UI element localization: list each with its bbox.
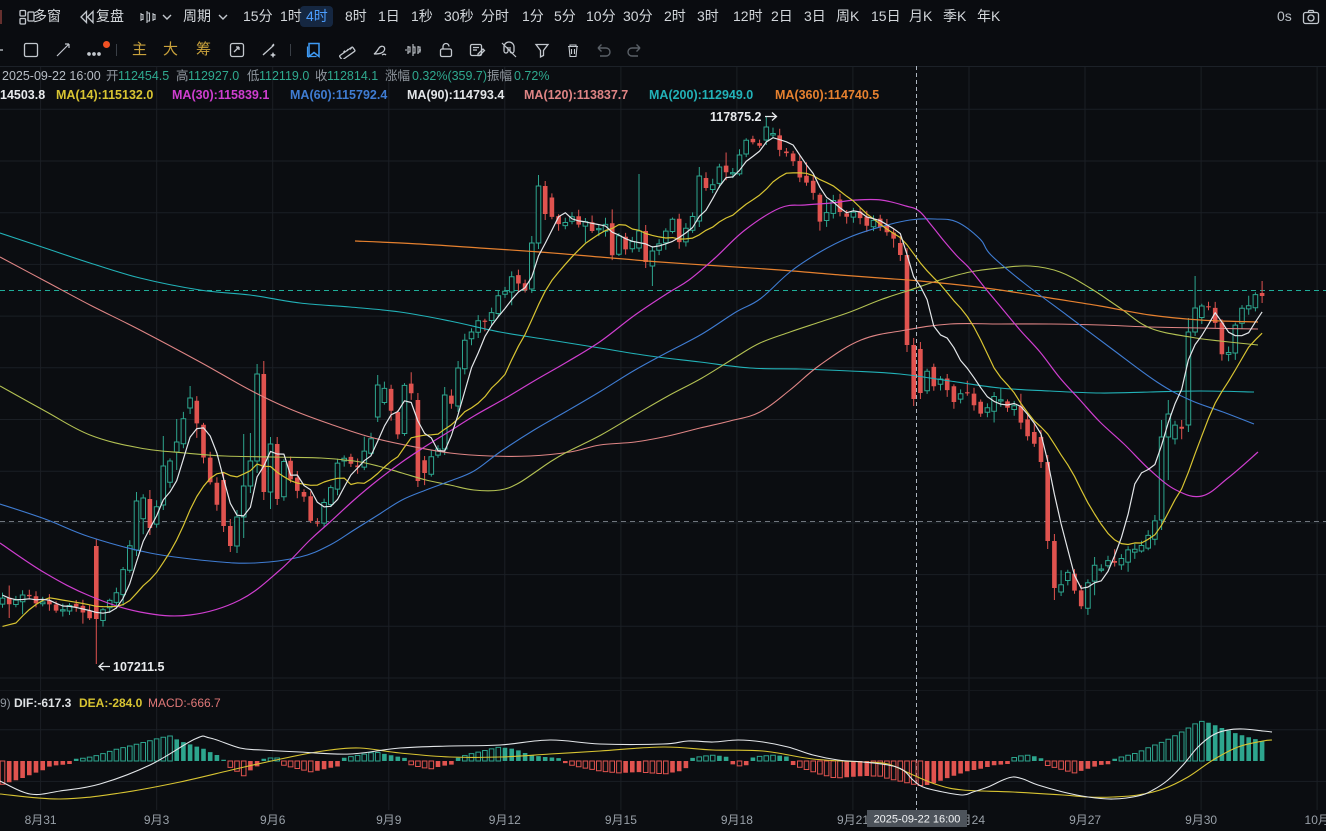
svg-text:收: 收	[315, 69, 328, 83]
svg-text:MA(14):115132.0: MA(14):115132.0	[56, 88, 153, 102]
svg-text:低: 低	[247, 69, 260, 83]
svg-text:9月9: 9月9	[376, 813, 402, 827]
svg-text:0.72%: 0.72%	[514, 69, 549, 83]
svg-text:MA(120):113837.7: MA(120):113837.7	[524, 88, 628, 102]
svg-text:MA(360):114740.5: MA(360):114740.5	[775, 88, 879, 102]
svg-text:112927.0: 112927.0	[188, 69, 239, 83]
svg-text:振幅: 振幅	[487, 68, 512, 83]
svg-text:9): 9)	[0, 696, 11, 710]
svg-text:8月31: 8月31	[25, 813, 57, 827]
svg-text:2025-09-22 16:00: 2025-09-22 16:00	[874, 814, 961, 826]
svg-text:MACD:-666.7: MACD:-666.7	[148, 696, 221, 710]
svg-text:9月21: 9月21	[837, 813, 869, 827]
svg-text:9月6: 9月6	[260, 813, 286, 827]
svg-text:9月3: 9月3	[144, 813, 170, 827]
svg-text:112814.1: 112814.1	[327, 69, 378, 83]
svg-text:9月15: 9月15	[605, 813, 637, 827]
svg-text:涨幅: 涨幅	[385, 68, 410, 83]
svg-text:117875.2: 117875.2	[710, 110, 761, 124]
svg-text:10月: 10月	[1305, 813, 1326, 827]
svg-text:DEA:-284.0: DEA:-284.0	[79, 696, 143, 710]
svg-text:高: 高	[176, 68, 189, 83]
svg-text:9月12: 9月12	[489, 813, 521, 827]
svg-text:112119.0: 112119.0	[259, 69, 309, 83]
svg-text:14503.8: 14503.8	[0, 88, 45, 102]
svg-text:9月27: 9月27	[1069, 813, 1101, 827]
svg-text:9月30: 9月30	[1185, 813, 1217, 827]
svg-text:MA(90):114793.4: MA(90):114793.4	[407, 88, 504, 102]
svg-text:0.32%(359.7): 0.32%(359.7)	[412, 69, 487, 83]
svg-text:MA(200):112949.0: MA(200):112949.0	[649, 88, 753, 102]
svg-text:107211.5: 107211.5	[113, 660, 164, 674]
svg-text:MA(30):115839.1: MA(30):115839.1	[172, 88, 269, 102]
svg-text:开: 开	[106, 69, 119, 83]
svg-text:DIF:-617.3: DIF:-617.3	[14, 696, 72, 710]
svg-text:112454.5: 112454.5	[118, 69, 169, 83]
svg-text:MA(60):115792.4: MA(60):115792.4	[290, 88, 387, 102]
svg-text:2025-09-22 16:00: 2025-09-22 16:00	[2, 69, 101, 83]
svg-text:9月18: 9月18	[721, 813, 753, 827]
